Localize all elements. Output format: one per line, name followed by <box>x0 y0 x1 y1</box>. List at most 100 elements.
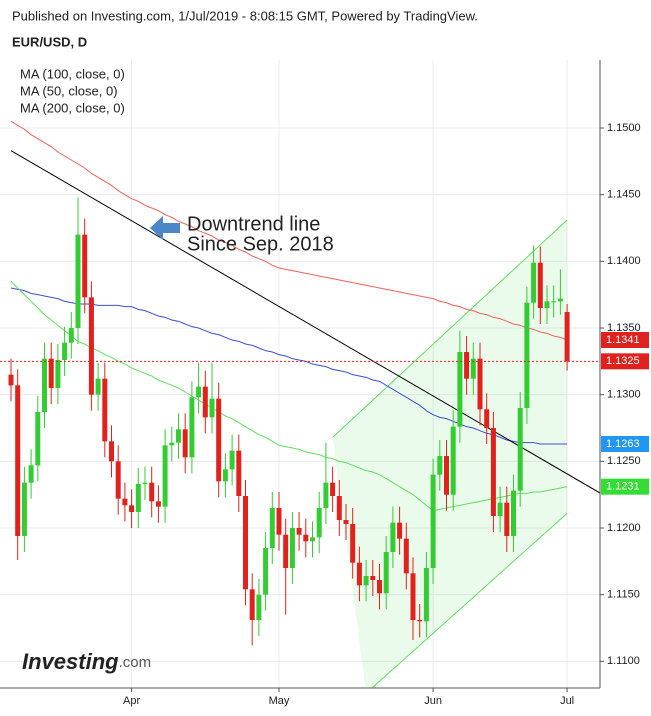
candle-body <box>370 576 376 580</box>
candle-body <box>303 534 309 542</box>
legend-entry: MA (100, close, 0) <box>20 66 125 81</box>
y-tick-label: 1.1500 <box>607 122 641 134</box>
annotation: Downtrend line <box>187 213 320 235</box>
candle-body <box>296 528 302 535</box>
candle-body <box>216 398 222 482</box>
price-label: 1.1263 <box>606 438 640 450</box>
candle-body <box>390 522 396 552</box>
candle-body <box>8 374 14 386</box>
candle-body <box>222 469 228 482</box>
candle-body <box>283 534 289 568</box>
candle-body <box>162 445 168 507</box>
candle-body <box>62 342 68 360</box>
x-tick-label: May <box>269 695 290 707</box>
candle-body <box>189 397 195 458</box>
candle-body <box>129 505 135 512</box>
candle-body <box>21 482 27 536</box>
logo-name: Investing <box>22 649 119 674</box>
candle-body <box>109 441 114 462</box>
candle-body <box>316 508 322 538</box>
price-label-box <box>601 478 649 495</box>
x-tick-label: Apr <box>123 695 140 707</box>
candle-body <box>263 548 269 595</box>
candle-body <box>537 262 543 308</box>
annotation: Since Sep. 2018 <box>187 233 334 255</box>
candle-body <box>310 537 315 542</box>
candle-body <box>75 234 81 328</box>
candle-body <box>68 328 74 343</box>
price-label-box <box>601 353 649 370</box>
candle-body <box>356 562 362 586</box>
candle-body <box>410 573 416 620</box>
y-tick-label: 1.1200 <box>607 522 641 534</box>
candle-body <box>423 568 429 622</box>
candle-body <box>450 426 456 495</box>
candle-body <box>464 352 470 379</box>
candle-body <box>209 398 215 418</box>
candle-body <box>82 234 88 298</box>
candle-body <box>343 520 349 524</box>
candle-body <box>551 301 557 303</box>
candle-body <box>377 580 382 594</box>
candle-body <box>256 594 262 620</box>
ma-line <box>10 120 568 341</box>
candle-body <box>243 496 248 590</box>
candle-body <box>28 465 34 483</box>
price-label-box <box>601 436 649 452</box>
candle-body <box>403 538 409 574</box>
plot-area <box>0 60 600 688</box>
candle-body <box>484 409 490 428</box>
candle-body <box>531 262 537 303</box>
candle-body <box>42 358 47 412</box>
candle-body <box>363 576 369 586</box>
candle-body <box>48 358 54 388</box>
source: Published on Investing.com, 1/Jul/2019 -… <box>12 8 478 23</box>
candle-body <box>289 528 295 568</box>
candle-body <box>330 482 336 496</box>
candle-body <box>383 552 389 594</box>
chart-title: EUR/USD, D <box>12 34 87 49</box>
candle-body <box>430 474 436 568</box>
price-label: 1.1341 <box>606 334 640 346</box>
candle-body <box>417 620 423 622</box>
candle-body <box>470 358 476 379</box>
candle-body <box>437 456 443 475</box>
y-tick-label: 1.1300 <box>607 389 641 401</box>
candle-body <box>269 508 275 548</box>
candle-body <box>511 490 516 536</box>
candle-body <box>323 482 329 508</box>
candle-body <box>457 352 463 427</box>
y-tick-label: 1.1250 <box>607 455 641 467</box>
candle-body <box>155 501 161 507</box>
candle-body <box>276 508 282 535</box>
y-tick-label: 1.1450 <box>607 189 641 201</box>
candle-body <box>236 450 242 496</box>
y-tick-label: 1.1150 <box>607 589 640 601</box>
candle-body <box>504 502 510 536</box>
legend-entry: MA (200, close, 0) <box>20 100 125 115</box>
candle-body <box>557 298 563 302</box>
candle-body <box>176 429 181 443</box>
candle-body <box>149 482 155 502</box>
candle-body <box>196 386 202 398</box>
y-tick-label: 1.1400 <box>607 255 641 267</box>
candle-body <box>169 442 175 446</box>
candle-body <box>95 378 101 395</box>
candle-body <box>490 428 496 516</box>
candle-body <box>544 301 550 308</box>
ma-line <box>10 287 568 445</box>
y-tick-label: 1.1100 <box>607 655 640 667</box>
channel-line <box>332 219 568 438</box>
logo-suffix: .com <box>119 654 152 671</box>
candle-body <box>524 302 530 408</box>
candle-body <box>122 498 128 506</box>
logo: Investing.com <box>22 649 151 674</box>
candle-body <box>229 450 235 470</box>
candle-body <box>564 312 570 362</box>
x-tick-label: Jul <box>560 695 574 707</box>
candle-body <box>88 297 94 395</box>
candle-body <box>115 461 121 499</box>
x-tick-label: Jun <box>424 695 442 707</box>
